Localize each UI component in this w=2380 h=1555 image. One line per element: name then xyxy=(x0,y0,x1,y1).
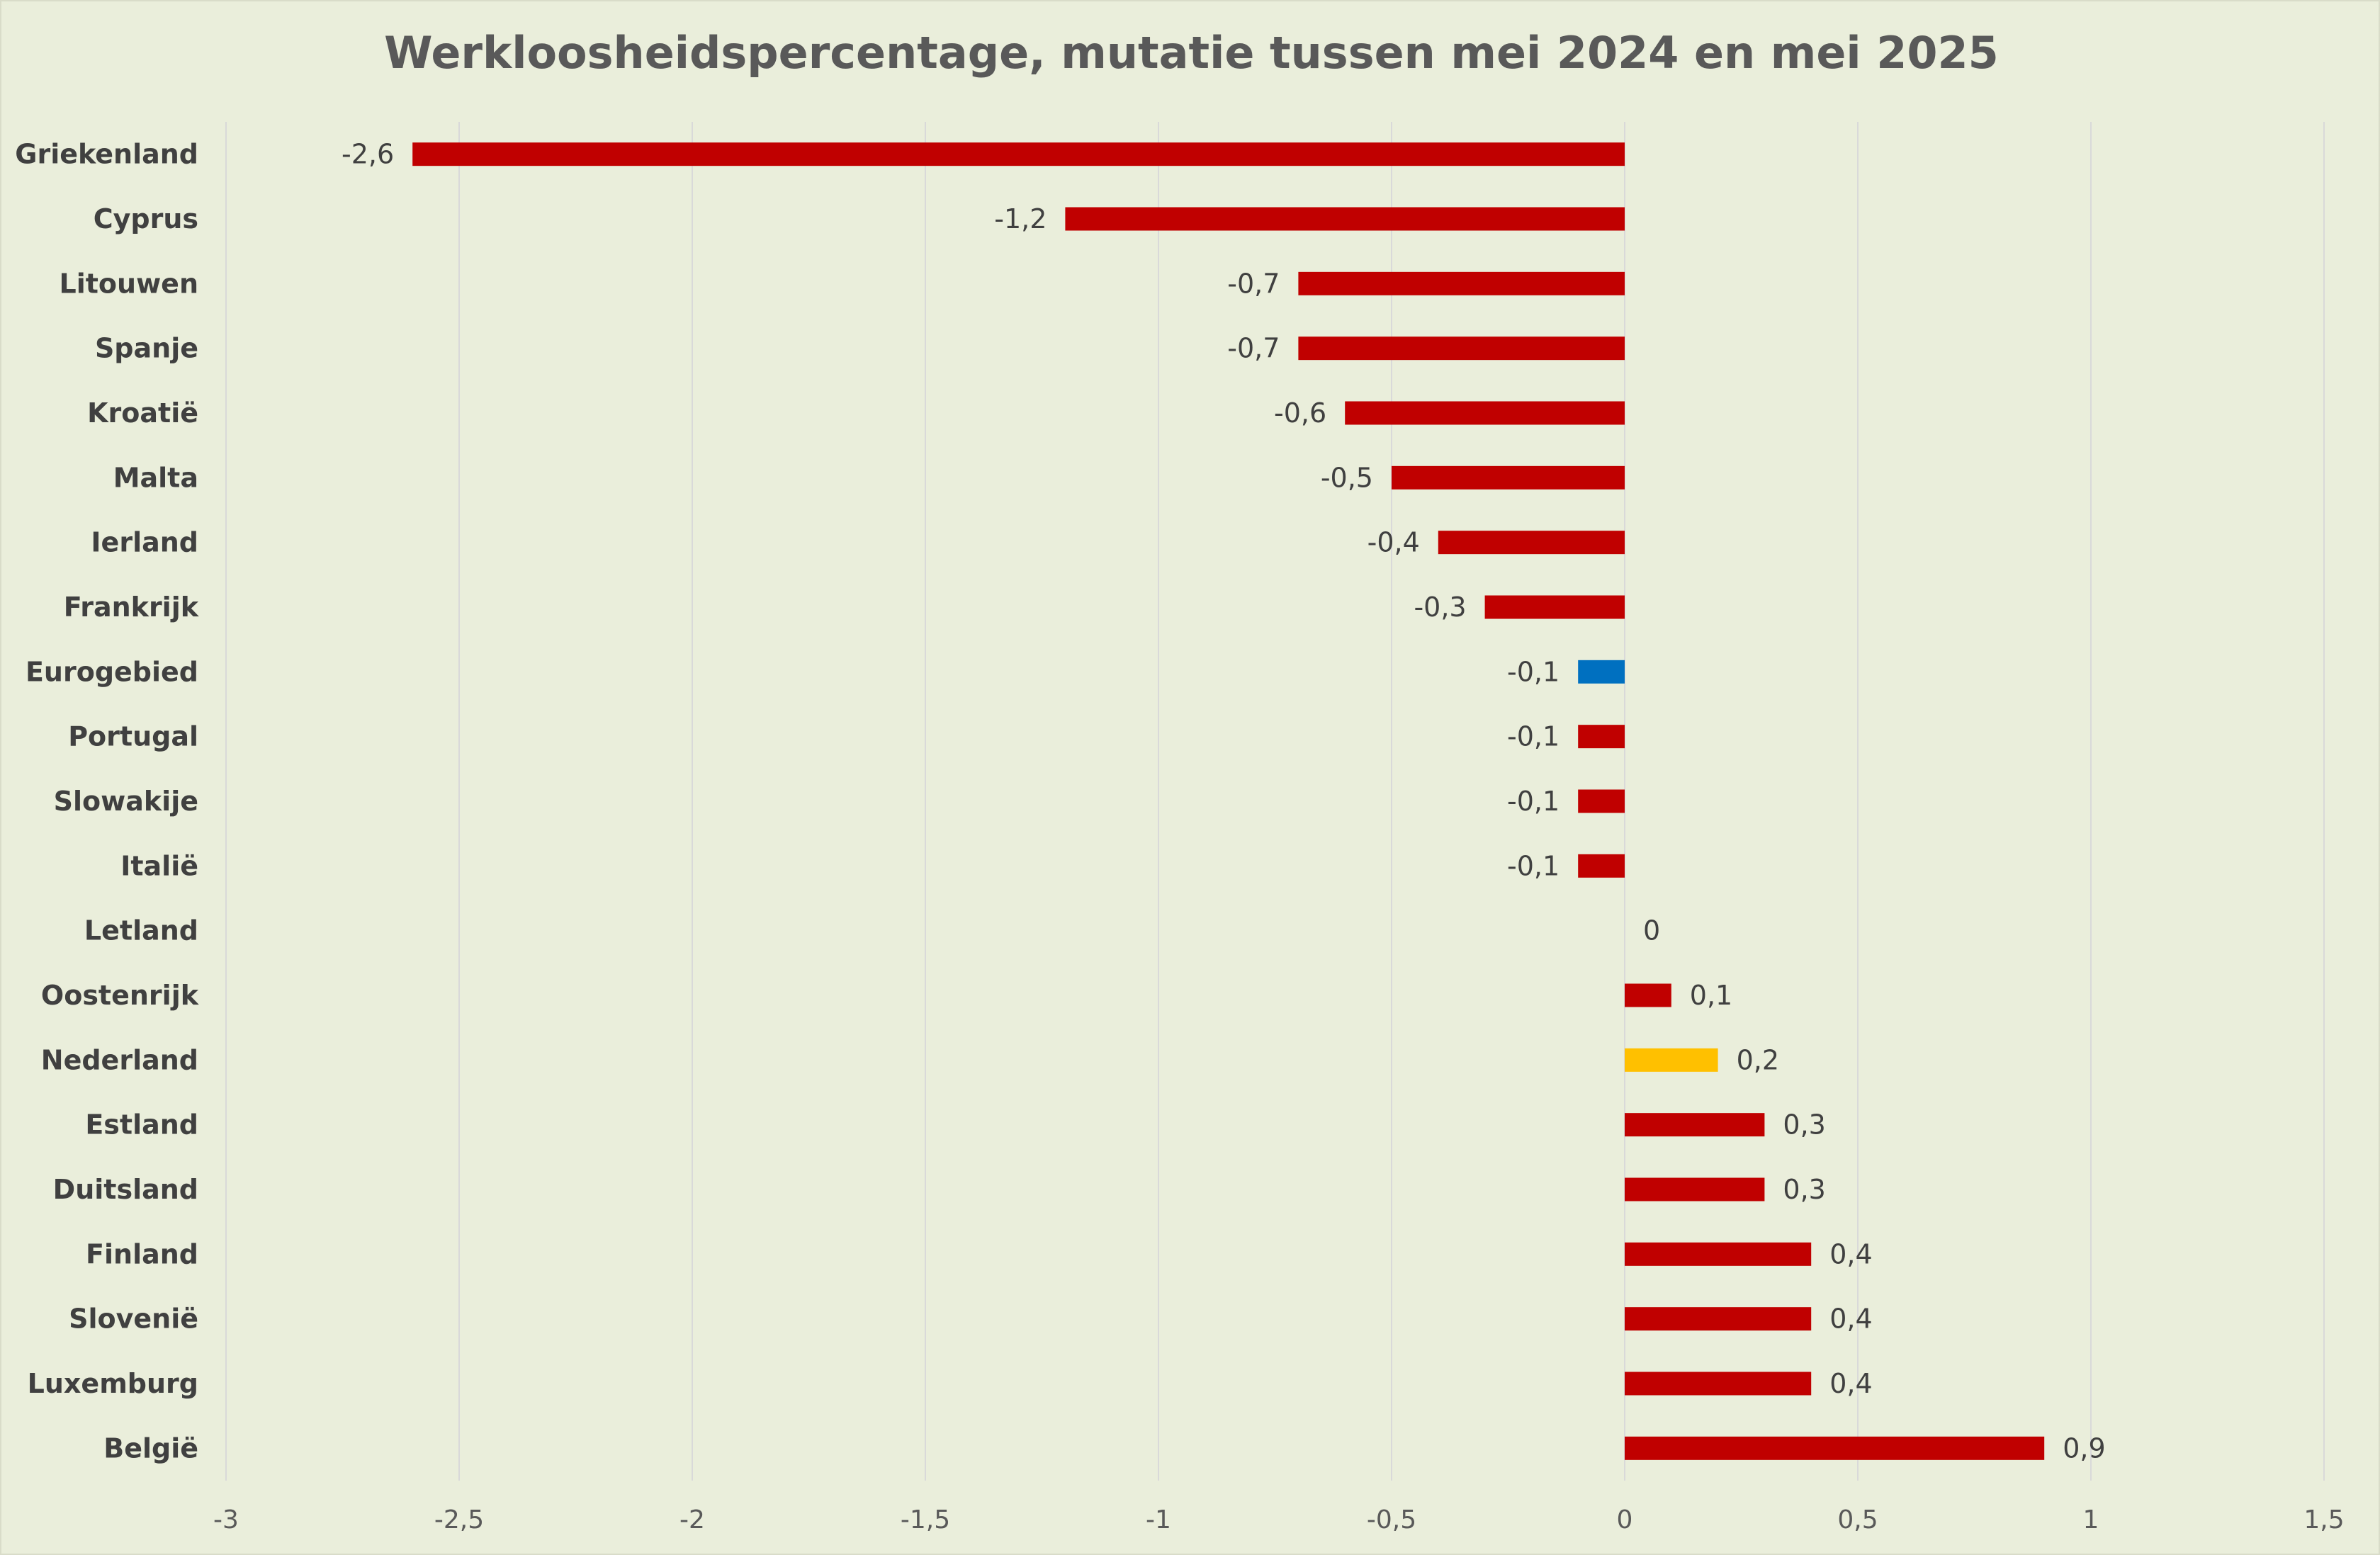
category-label: Estland xyxy=(85,1109,198,1141)
bar xyxy=(1438,531,1625,555)
bar xyxy=(1578,660,1625,684)
x-axis-tick-labels: -3 -2,5 -2 -1,5 -1 -0,5 0 0,5 1 1,5 xyxy=(213,1505,2345,1534)
category-label: Portugal xyxy=(68,721,198,752)
data-label: -0,5 xyxy=(1321,462,1373,493)
data-label: -0,1 xyxy=(1507,721,1560,752)
bar xyxy=(1625,1048,1718,1072)
data-label: -0,7 xyxy=(1227,268,1280,299)
category-label: Finland xyxy=(86,1238,198,1270)
bar xyxy=(1345,401,1625,425)
data-label: 0,2 xyxy=(1737,1044,1779,1075)
data-label: 0,4 xyxy=(1829,1304,1872,1335)
data-label: -0,1 xyxy=(1507,656,1560,687)
x-tick-label: -1 xyxy=(1146,1505,1171,1534)
bar xyxy=(1298,337,1625,361)
x-tick-label: -0,5 xyxy=(1367,1505,1416,1534)
bar xyxy=(1625,1436,2045,1460)
data-label: 0,4 xyxy=(1829,1368,1872,1399)
x-tick-label: -1,5 xyxy=(901,1505,950,1534)
bar xyxy=(1298,271,1625,295)
category-label: Nederland xyxy=(41,1044,198,1075)
category-label: Slovenië xyxy=(69,1304,198,1335)
data-label: -0,6 xyxy=(1274,397,1326,429)
category-label: Luxemburg xyxy=(28,1368,198,1399)
category-label: Frankrijk xyxy=(64,592,199,623)
x-tick-label: -3 xyxy=(213,1505,239,1534)
data-label: 0,1 xyxy=(1690,980,1732,1011)
category-label: Eurogebied xyxy=(26,656,198,687)
category-label: Kroatië xyxy=(87,397,198,429)
data-label: 0 xyxy=(1643,915,1660,946)
data-label: -1,2 xyxy=(994,203,1047,234)
x-tick-label: 0 xyxy=(1617,1505,1633,1534)
category-label: Slowakije xyxy=(54,786,198,817)
x-tick-label: 1,5 xyxy=(2303,1505,2344,1534)
bar xyxy=(1392,465,1625,490)
bar xyxy=(1625,1372,1812,1396)
category-label: Spanje xyxy=(95,333,198,364)
bar xyxy=(412,142,1625,166)
x-tick-label: 0,5 xyxy=(1837,1505,1878,1534)
data-label: 0,3 xyxy=(1783,1109,1825,1141)
data-label: 0,4 xyxy=(1829,1238,1872,1270)
data-label: -0,1 xyxy=(1507,786,1560,817)
category-label: Italië xyxy=(120,850,198,881)
value-labels: -2,6 -1,2 -0,7 -0,7 -0,6 -0,5 -0,4 -0,3 -0,1 -0,1… xyxy=(342,139,2106,1464)
category-label: Litouwen xyxy=(60,268,199,299)
bar xyxy=(1578,725,1625,749)
bar xyxy=(1484,595,1625,619)
bar xyxy=(1578,854,1625,878)
data-label: -2,6 xyxy=(342,139,394,170)
bar xyxy=(1625,983,1671,1007)
bar xyxy=(1065,207,1625,231)
bar xyxy=(1625,1307,1812,1331)
chart-title: Werkloosheidspercentage, mutatie tussen … xyxy=(384,27,1999,79)
category-label: België xyxy=(103,1432,198,1464)
category-label: Griekenland xyxy=(15,139,198,170)
bar xyxy=(1625,1177,1765,1201)
bars xyxy=(412,142,2045,1460)
data-label: -0,3 xyxy=(1414,592,1466,623)
bar xyxy=(1578,789,1625,813)
data-label: -0,7 xyxy=(1227,333,1280,364)
x-tick-label: 1 xyxy=(2083,1505,2099,1534)
data-label: 0,9 xyxy=(2063,1432,2105,1464)
category-label: Duitsland xyxy=(53,1174,198,1205)
category-labels: Griekenland Cyprus Litouwen Spanje Kroatië Ma… xyxy=(15,139,198,1464)
category-label: Oostenrijk xyxy=(41,980,199,1011)
category-label: Cyprus xyxy=(94,203,198,234)
gridlines xyxy=(225,122,2325,1481)
data-label: -0,4 xyxy=(1367,527,1420,558)
category-label: Letland xyxy=(84,915,198,946)
bar xyxy=(1625,1242,1812,1266)
category-label: Ierland xyxy=(91,527,198,558)
bar xyxy=(1625,1113,1765,1137)
data-label: -0,1 xyxy=(1507,850,1560,881)
category-label: Malta xyxy=(113,462,198,493)
x-tick-label: -2 xyxy=(679,1505,705,1534)
x-tick-label: -2,5 xyxy=(434,1505,484,1534)
data-label: 0,3 xyxy=(1783,1174,1825,1205)
